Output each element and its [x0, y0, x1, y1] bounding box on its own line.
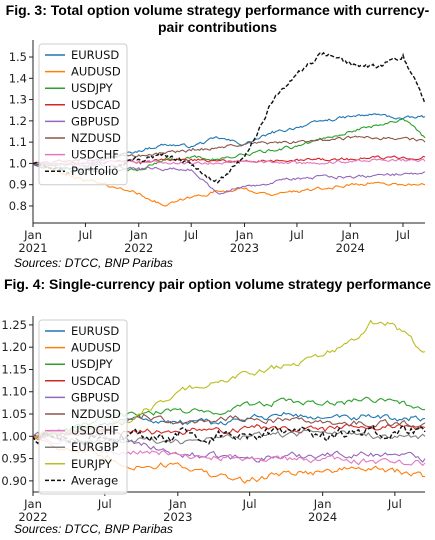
x-tick-label: Jan 2023	[230, 228, 259, 255]
legend-label-audusd: AUDUSD	[71, 341, 121, 355]
y-tick-label: 1.0	[9, 156, 27, 170]
figure-3-title: Fig. 3: Total option volume strategy per…	[5, 2, 430, 35]
x-tick-label: Jan 2021	[18, 228, 47, 255]
legend-label-gbpusd: GBPUSD	[71, 390, 119, 404]
y-tick-label: 0.90	[1, 474, 27, 488]
figure-3-source: Sources: DTCC, BNP Paribas	[14, 256, 173, 270]
x-tick-label: Jul	[387, 497, 402, 511]
legend-label-usdchf: USDCHF	[71, 148, 119, 162]
legend-label-portfolio: Portfolio	[71, 164, 118, 178]
legend-label-usdcad: USDCAD	[71, 98, 120, 112]
x-tick-label: Jan 2024	[308, 497, 337, 524]
legend-label-usdchf: USDCHF	[71, 424, 119, 438]
legend-box	[38, 43, 128, 186]
legend-label-nzdusd: NZDUSD	[71, 131, 121, 145]
y-tick-label: 1.10	[1, 385, 27, 399]
x-tick-label: Jul	[289, 228, 304, 242]
y-tick-label: 1.25	[1, 318, 27, 332]
y-tick-label: 1.4	[9, 71, 27, 85]
y-tick-label: 1.15	[1, 362, 27, 376]
figure-4-title: Fig. 4: Single-currency pair option volu…	[3, 276, 432, 292]
legend-label-average: Average	[71, 473, 118, 487]
legend-label-usdjpy: USDJPY	[71, 357, 114, 371]
y-tick-label: 1.05	[1, 407, 27, 421]
legend-label-audusd: AUDUSD	[71, 65, 121, 79]
y-tick-label: 1.3	[9, 93, 27, 107]
x-tick-label: Jan 2022	[18, 497, 47, 524]
y-tick-label: 1.00	[1, 429, 27, 443]
legend-label-nzdusd: NZDUSD	[71, 407, 121, 421]
legend-label-gbpusd: GBPUSD	[71, 114, 119, 128]
y-tick-label: 0.8	[9, 199, 27, 213]
y-tick-label: 0.9	[9, 178, 27, 192]
legend-label-usdcad: USDCAD	[71, 374, 120, 388]
x-tick-label: Jul	[97, 497, 112, 511]
x-tick-label: Jul	[395, 228, 410, 242]
figure-4-source: Sources: DTCC, BNP Paribas	[14, 522, 173, 536]
legend-label-eurusd: EURUSD	[71, 48, 119, 62]
legend-label-usdjpy: USDJPY	[71, 81, 114, 95]
y-tick-label: 1.5	[9, 50, 27, 64]
x-tick-label: Jan 2024	[336, 228, 365, 255]
y-tick-label: 0.95	[1, 452, 27, 466]
legend-label-eurgbp: EURGBP	[71, 440, 118, 454]
legend-label-eurusd: EURUSD	[71, 324, 119, 338]
y-tick-label: 1.2	[9, 114, 27, 128]
x-tick-label: Jan 2023	[163, 497, 192, 524]
x-tick-label: Jul	[242, 497, 257, 511]
x-tick-label: Jan 2022	[124, 228, 153, 255]
x-tick-label: Jul	[77, 228, 92, 242]
y-tick-label: 1.20	[1, 340, 27, 354]
legend-label-eurjpy: EURJPY	[71, 457, 113, 471]
y-tick-label: 1.1	[9, 135, 27, 149]
series-line-portfolio	[32, 51, 426, 184]
figure-3-chart: 0.8 0.9 1.0 1.1 1.2 1.3 1.4 1.5 Jan 2021 Jul Jan 202…	[9, 40, 426, 255]
x-tick-label: Jul	[183, 228, 198, 242]
